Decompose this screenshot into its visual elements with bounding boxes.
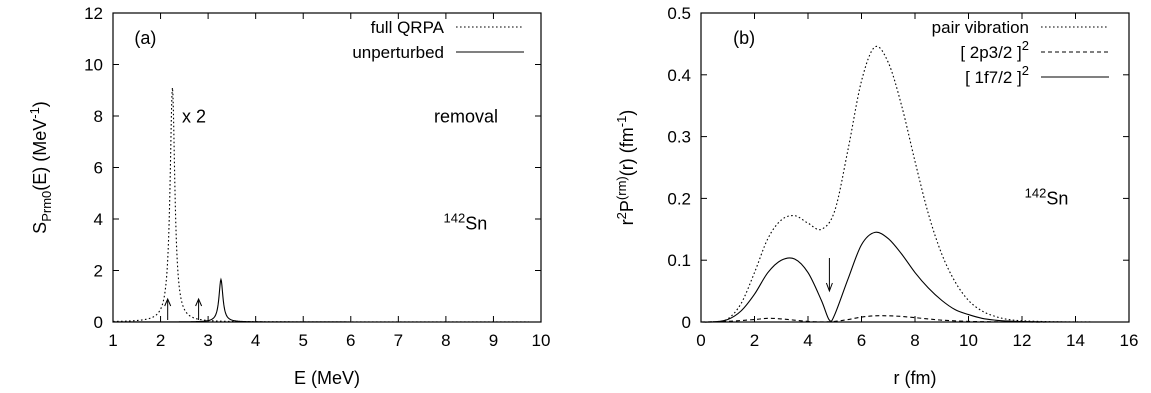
y-tick-label: 6: [94, 159, 103, 178]
nucleus-annotation: 142Sn: [1025, 186, 1069, 209]
x-tick-label: 3: [203, 331, 212, 350]
x-tick-label: 10: [532, 331, 551, 350]
panel-label: (b): [733, 28, 755, 48]
y-tick-label: 0.1: [667, 251, 691, 270]
x-tick-label: 8: [910, 331, 919, 350]
y-tick-label: 0: [682, 313, 691, 332]
x-tick-label: 9: [489, 331, 498, 350]
legend-label: pair vibration: [932, 18, 1029, 37]
legend-label: unperturbed: [352, 43, 444, 62]
x-tick-label: 6: [346, 331, 355, 350]
arrow-head: [195, 297, 203, 307]
x-tick-label: 14: [1066, 331, 1085, 350]
legend-label: full QRPA: [371, 18, 445, 37]
x-tick-label: 2: [750, 331, 759, 350]
y-tick-label: 0.5: [667, 4, 691, 23]
y-axis-label: r2P(rm)(r) (fm-1): [614, 110, 637, 226]
x-axis-label: E (MeV): [294, 368, 360, 388]
plot-frame: [112, 12, 542, 323]
y-tick-label: 0.2: [667, 189, 691, 208]
series-line-pair-vibration: [700, 45, 1130, 323]
y-tick-label: 10: [84, 56, 103, 75]
y-tick-label: 2: [94, 262, 103, 281]
series-line-unperturbed: [113, 277, 541, 323]
scale-annotation: x 2: [182, 106, 206, 126]
mode-annotation: removal: [434, 106, 498, 126]
y-tick-label: 8: [94, 107, 103, 126]
panel-label: (a): [134, 28, 156, 48]
x-tick-label: 1: [108, 331, 117, 350]
x-tick-label: 10: [959, 331, 978, 350]
x-tick-label: 8: [441, 331, 450, 350]
legend-label: [ 2p3/2 ]2: [960, 38, 1029, 62]
arrow-head: [825, 282, 833, 293]
x-axis-label: r (fm): [894, 368, 937, 388]
x-tick-label: 4: [803, 331, 812, 350]
y-axis-label: SPrm0(E) (MeV-1): [27, 101, 54, 234]
series-line-1f7-2: [700, 231, 1130, 323]
panel-b: 0 2 4 6 8 10 12 14 16 0 0.1 0.2 0.3 0.4 0.5 r (fm) r2P(r…: [614, 4, 1138, 388]
y-tick-label: 0.3: [667, 128, 691, 147]
x-tick-label: 7: [394, 331, 403, 350]
x-tick-label: 4: [251, 331, 260, 350]
y-tick-label: 0: [94, 313, 103, 332]
x-tick-label: 12: [1013, 331, 1032, 350]
y-tick-label: 4: [94, 210, 103, 229]
x-tick-label: 6: [857, 331, 866, 350]
x-tick-label: 2: [156, 331, 165, 350]
nucleus-annotation: 142Sn: [444, 210, 488, 233]
series-line-2p3-2: [700, 315, 1129, 323]
x-tick-label: 5: [298, 331, 307, 350]
y-tick-label: 0.4: [667, 66, 691, 85]
series-line-full-qrpa: [112, 87, 541, 323]
x-tick-label: 0: [696, 331, 705, 350]
y-tick-label: 12: [84, 4, 103, 23]
arrow-head: [164, 297, 172, 307]
x-tick-label: 16: [1120, 331, 1139, 350]
legend-label: [ 1f7/2 ]2: [965, 63, 1029, 87]
